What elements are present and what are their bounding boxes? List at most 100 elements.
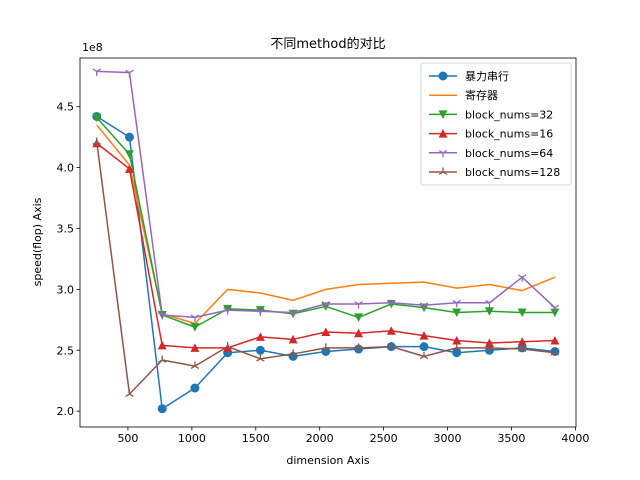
x-tick-label-1000: 1000 [178,432,206,445]
series-4-point-3-arm-3 [194,314,200,318]
series-5 [92,137,560,397]
series-4-point-0-arm-2 [92,68,98,72]
series-0-point-1 [124,132,134,142]
series-1-line [96,124,556,325]
legend-box [420,62,572,186]
series-5-point-6-arm-2 [288,353,294,357]
series-5-point-4 [223,342,232,350]
series-5-point-1-arm-2 [125,393,130,397]
series-5-point-10-arm-3 [423,355,429,360]
legend-label-3: block_nums=16 [465,128,553,141]
legend-entry-4: block_nums=64 [429,147,553,160]
series-3-point-6-shape [288,334,298,344]
series-5-point-11-arm-2 [452,347,458,351]
series-4-point-10-arm-3 [423,302,429,306]
series-4-point-10 [419,302,429,310]
series-5-point-8-arm-3 [358,347,363,351]
y-offset-label: 1e8 [82,41,103,54]
series-5-point-13-arm-2 [517,348,523,352]
series-5-point-4-arm-2 [223,346,228,350]
series-2-point-13 [517,308,527,318]
legend-label-4: block_nums=64 [465,147,553,160]
series-5-point-11 [452,343,461,351]
series-0-point-1-shape [124,132,134,142]
series-4-point-13-arm-2 [517,274,523,278]
x-tick-label-500: 500 [117,432,138,445]
series-3-point-14 [550,336,560,345]
series-5-point-12-arm-2 [485,347,490,351]
series-4-point-9-arm-3 [390,299,396,304]
series-2-point-8-shape [354,313,364,322]
series-4-point-11-arm-3 [456,299,461,304]
series-5-point-9-arm-3 [390,346,396,350]
series-3-point-1 [124,164,134,173]
x-tick-label-3500: 3500 [497,432,525,445]
series-3-point-9 [386,326,396,335]
series-0-point-5-shape [255,345,265,355]
legend-label-5: block_nums=128 [465,166,560,179]
series-4-point-8-arm-3 [358,301,363,305]
series-5-point-6-arm-3 [292,353,298,357]
series-5-point-6 [288,349,298,357]
y-tick-label-3: 3.5 [57,222,75,235]
series-4-point-0-arm-3 [96,68,101,72]
series-5-point-14 [550,348,560,356]
series-5-point-5-arm-3 [260,358,265,362]
series-4-point-4-arm-3 [227,307,232,311]
series-2-point-12-shape [484,307,494,316]
series-5-point-12 [485,343,494,351]
series-4-point-2-arm-3 [161,312,167,316]
series-5-point-8 [354,343,363,351]
series-5-point-2-arm-3 [161,359,167,363]
series-4-point-1-arm-3 [129,69,134,74]
series-0-point-2-shape [157,404,167,414]
series-5-point-5-arm-2 [256,358,261,362]
series-2-point-11 [452,308,462,318]
x-axis-label: dimension Axis [286,454,370,467]
y-axis-label: speed(flop) Axis [31,197,44,286]
legend-marker-5-arm-3 [442,171,448,175]
plot-area [92,68,560,414]
series-2-point-4 [223,304,233,314]
series-4-point-14 [550,304,560,313]
series-4-point-8 [354,301,363,309]
series-2-point-3-shape [190,323,200,332]
series-2-point-13-shape [517,308,527,318]
x-tick-label-3000: 3000 [434,432,462,445]
series-4-point-1 [125,69,134,78]
series-5-point-12-arm-3 [489,347,494,351]
series-4-point-6 [288,309,298,318]
series-2-point-1-shape [124,150,134,159]
series-3-point-12-shape [484,338,494,347]
series-2-point-11-shape [452,308,462,318]
legend-marker-4-arm-2 [438,149,444,154]
x-tick-label-2000: 2000 [306,432,334,445]
series-0-point-3-shape [190,383,200,393]
legend-label-1: 寄存器 [465,88,498,102]
legend-marker-2 [438,110,448,119]
series-5-point-9 [387,342,396,350]
y-tick-label-4: 4.0 [57,162,75,175]
series-4-point-3 [190,314,200,322]
legend-entry-3: block_nums=16 [429,128,553,141]
series-5-point-14-arm-2 [550,352,556,356]
series-0-point-11 [452,348,462,358]
series-4-point-3-arm-2 [190,314,196,318]
x-tick-label-2500: 2500 [370,432,398,445]
series-3-point-6 [288,334,298,344]
legend-marker-5-arm-2 [438,171,444,175]
series-2-point-8 [354,313,364,322]
series-3-point-7 [321,327,331,337]
series-4-point-5 [256,308,265,316]
series-4-point-5-arm-2 [256,308,261,312]
series-4-point-14-arm-3 [554,304,560,309]
legend-entry-5: block_nums=128 [429,166,560,179]
series-5-point-7-arm-3 [325,347,331,351]
series-2-point-5 [255,306,265,315]
legend-entry-0: 暴力串行 [429,70,509,83]
series-5-point-9-arm-2 [387,346,392,350]
series-5-point-10-arm-2 [419,355,425,360]
series-4-point-7-arm-3 [325,301,331,305]
series-0-point-5 [255,345,265,355]
